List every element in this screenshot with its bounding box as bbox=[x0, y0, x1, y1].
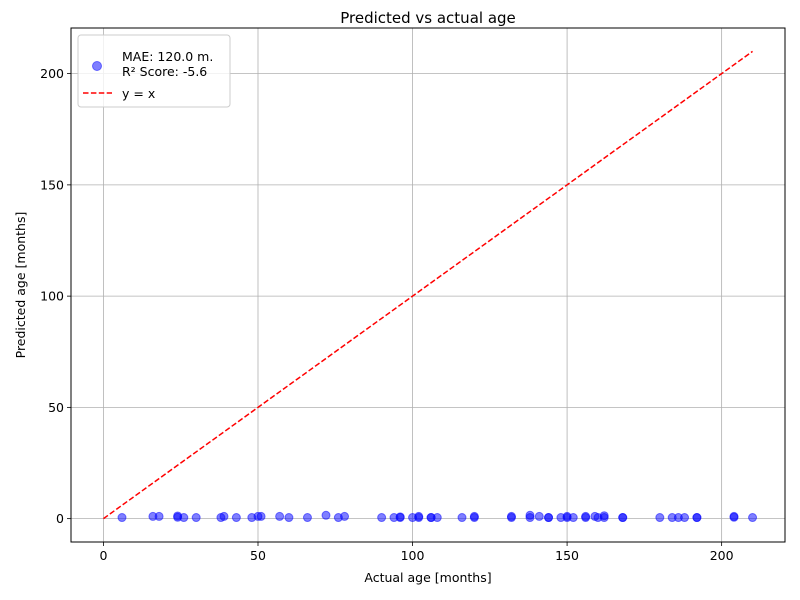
scatter-point bbox=[692, 513, 702, 523]
scatter-point bbox=[525, 510, 535, 520]
scatter-point bbox=[581, 511, 591, 521]
scatter-point bbox=[340, 511, 350, 521]
legend-marker-scatter bbox=[92, 61, 102, 71]
scatter-point bbox=[469, 511, 479, 521]
scatter-point bbox=[655, 513, 665, 523]
scatter-point bbox=[544, 513, 554, 523]
scatter-point bbox=[748, 513, 758, 523]
x-tick-label: 0 bbox=[99, 548, 107, 563]
scatter-point bbox=[219, 511, 229, 521]
scatter-point bbox=[414, 511, 424, 521]
x-tick-label: 200 bbox=[710, 548, 734, 563]
scatter-point bbox=[534, 511, 544, 521]
reference-line-layer bbox=[103, 50, 753, 520]
y-axis-label: Predicted age [months] bbox=[13, 212, 28, 359]
scatter-point bbox=[729, 511, 739, 521]
legend-label-mae: MAE: 120.0 m. bbox=[122, 49, 213, 64]
scatter-point bbox=[302, 513, 312, 523]
scatter-point bbox=[568, 513, 578, 523]
y-tick-label: 200 bbox=[40, 66, 64, 81]
y-tick-label: 0 bbox=[56, 511, 64, 526]
scatter-point bbox=[275, 511, 285, 521]
scatter-points bbox=[117, 510, 758, 523]
y-axis-ticks: 0 50 100 150 200 bbox=[40, 66, 71, 526]
scatter-point bbox=[377, 513, 387, 523]
scatter-point bbox=[179, 513, 189, 523]
legend-box bbox=[77, 34, 231, 108]
scatter-point bbox=[256, 511, 266, 521]
legend-label-yx: y = x bbox=[122, 86, 155, 101]
scatter-point bbox=[231, 513, 241, 523]
y-tick-label: 150 bbox=[40, 177, 64, 192]
x-axis-ticks: 0 50 100 150 200 bbox=[99, 542, 734, 563]
scatter-point bbox=[599, 511, 609, 521]
scatter-point bbox=[432, 513, 442, 523]
scatter-point bbox=[191, 513, 201, 523]
scatter-point bbox=[680, 513, 690, 523]
scatter-point bbox=[395, 512, 405, 522]
scatter-point bbox=[506, 511, 516, 521]
y-tick-label: 100 bbox=[40, 289, 64, 304]
scatter-point bbox=[618, 513, 628, 523]
scatter-point bbox=[154, 511, 164, 521]
x-tick-label: 50 bbox=[250, 548, 266, 563]
scatter-point bbox=[284, 513, 294, 523]
scatter-point bbox=[321, 510, 331, 520]
identity-line bbox=[103, 50, 753, 520]
scatter-point bbox=[117, 513, 127, 523]
x-axis-label: Actual age [months] bbox=[364, 570, 491, 585]
x-tick-label: 150 bbox=[555, 548, 579, 563]
x-tick-label: 100 bbox=[401, 548, 425, 563]
plot-area-frame bbox=[70, 27, 786, 543]
legend-label-r2: R² Score: -5.6 bbox=[122, 64, 207, 79]
legend: MAE: 120.0 m. R² Score: -5.6 y = x bbox=[77, 34, 231, 108]
scatter-point bbox=[457, 513, 467, 523]
chart-title: Predicted vs actual age bbox=[340, 9, 516, 27]
y-tick-label: 50 bbox=[48, 400, 64, 415]
